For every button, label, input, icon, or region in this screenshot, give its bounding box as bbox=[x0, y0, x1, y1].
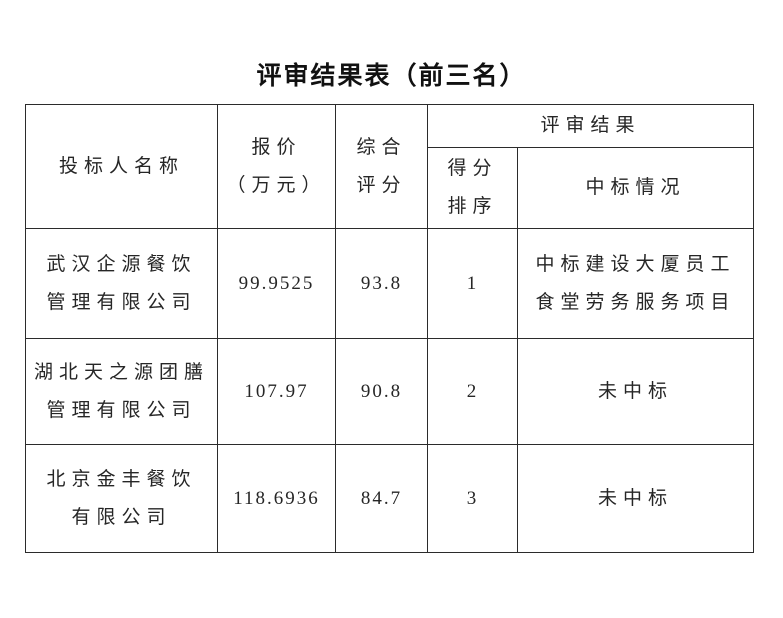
award-cell: 未中标 bbox=[516, 338, 755, 445]
price-cell: 118.6936 bbox=[217, 444, 336, 553]
header-cell-bidder-name: 投标人名称 bbox=[25, 104, 218, 229]
rank-cell: 3 bbox=[427, 444, 518, 553]
page-title: 评审结果表（前三名） bbox=[256, 62, 527, 90]
bidder-name-cell: 北京金丰餐饮 有限公司 bbox=[25, 444, 218, 553]
bidder-name-cell: 湖北天之源团膳 管理有限公司 bbox=[25, 338, 218, 445]
table-row: 北京金丰餐饮 有限公司 118.6936 84.7 3 未中标 bbox=[25, 444, 755, 553]
bidder-name-cell: 武汉企源餐饮 管理有限公司 bbox=[25, 228, 218, 339]
header-cell-rank: 得分 排序 bbox=[427, 147, 518, 229]
header-cell-composite-score: 综合 评分 bbox=[335, 104, 428, 229]
score-cell: 84.7 bbox=[335, 444, 428, 553]
score-cell: 90.8 bbox=[335, 338, 428, 445]
header-row-top: 投标人名称 报价 （万元） 综合 评分 评审结果 bbox=[25, 104, 755, 229]
price-cell: 99.9525 bbox=[217, 228, 336, 339]
rank-cell: 2 bbox=[427, 338, 518, 445]
award-cell: 中标建设大厦员工 食堂劳务服务项目 bbox=[516, 228, 755, 339]
header-cell-price: 报价 （万元） bbox=[217, 104, 336, 229]
results-table: 投标人名称 报价 （万元） 综合 评分 评审结果 得分 排序 中标情况 武汉企源… bbox=[25, 104, 755, 553]
header-cell-evaluation-result: 评审结果 bbox=[426, 104, 755, 148]
header-cell-award-status: 中标情况 bbox=[516, 147, 755, 229]
score-cell: 93.8 bbox=[335, 228, 428, 339]
rank-cell: 1 bbox=[427, 228, 518, 339]
award-cell: 未中标 bbox=[516, 444, 755, 553]
price-cell: 107.97 bbox=[217, 338, 336, 445]
header-row-sub: 得分 排序 中标情况 bbox=[26, 147, 755, 229]
table-row: 湖北天之源团膳 管理有限公司 107.97 90.8 2 未中标 bbox=[25, 338, 755, 445]
table-row: 武汉企源餐饮 管理有限公司 99.9525 93.8 1 中标建设大厦员工 食堂… bbox=[25, 228, 755, 339]
